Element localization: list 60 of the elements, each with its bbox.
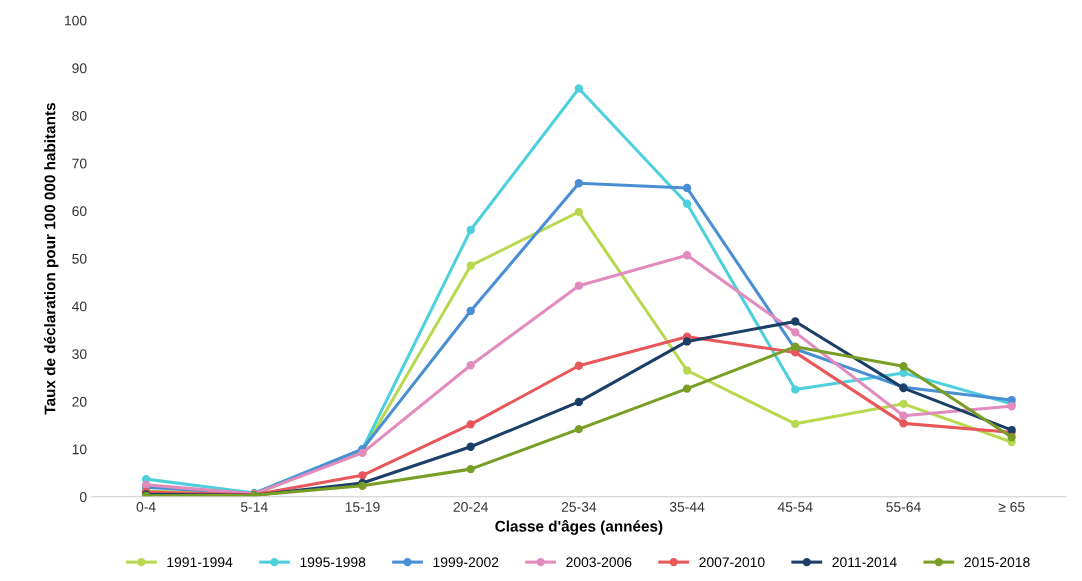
point (682, 384, 692, 393)
point (466, 464, 475, 474)
point (791, 328, 800, 337)
point (791, 385, 800, 394)
point (466, 261, 475, 270)
x-tick-label: 35-44 (669, 501, 705, 512)
y-tick-label: 40 (71, 301, 87, 312)
point (899, 368, 908, 378)
x-tick-label: ≥ 65 (998, 501, 1025, 512)
y-axis-title: Taux de déclaration pour 100 000 habitants (44, 103, 59, 415)
y-tick-label: 60 (72, 206, 87, 217)
point (1007, 433, 1016, 442)
y-tick-label: 30 (72, 349, 87, 359)
x-tick-label: 5-14 (240, 502, 268, 512)
x-tick-label: 20-24 (453, 501, 489, 512)
y-tick-label: 0 (79, 492, 87, 502)
x-axis-title: Classe d'âges (années) (495, 520, 663, 535)
point (682, 183, 692, 193)
legend-label: 1991-1994 (167, 557, 233, 568)
point (466, 306, 475, 316)
point (358, 471, 367, 480)
y-tick-label: 90 (72, 63, 87, 74)
y-tick-label: 20 (72, 396, 87, 407)
point (791, 317, 800, 326)
x-tick-label: 15-19 (345, 501, 380, 512)
point (466, 361, 475, 370)
x-tick-label: 55-64 (886, 501, 921, 512)
point (682, 199, 692, 208)
legend-label: 2003-2006 (566, 557, 632, 568)
point (899, 419, 908, 428)
x-tick-label: 45-54 (777, 502, 813, 512)
point (574, 84, 584, 93)
point (899, 399, 908, 409)
point (899, 362, 908, 371)
point (466, 225, 475, 235)
legend-label: 2011-2014 (832, 557, 897, 568)
point (682, 337, 692, 346)
legend-label: 2015-2018 (964, 557, 1030, 568)
legend-label: 1999-2002 (433, 557, 499, 568)
point (466, 442, 475, 451)
legend-label: 2007-2010 (699, 557, 765, 568)
point (899, 411, 908, 420)
y-tick-label: 70 (72, 158, 87, 169)
point (791, 419, 800, 429)
point (574, 179, 584, 188)
point (574, 361, 584, 370)
x-tick-label: 25-34 (561, 501, 597, 512)
x-tick-label: 0-4 (136, 501, 156, 512)
point (682, 366, 692, 375)
point (574, 424, 584, 434)
point (574, 281, 584, 290)
point (466, 420, 475, 429)
y-tick-label: 80 (72, 110, 87, 121)
point (574, 207, 584, 217)
y-tick-label: 10 (72, 444, 87, 455)
y-tick-label: 50 (72, 253, 87, 264)
y-tick-label: 100 (65, 15, 87, 26)
legend-label: 1995-1998 (300, 557, 366, 568)
point (682, 251, 692, 260)
point (574, 397, 584, 407)
